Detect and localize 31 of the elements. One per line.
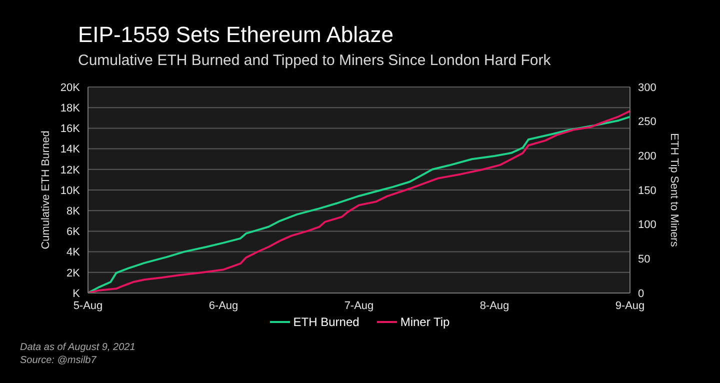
- y-tick-label: 2K: [66, 267, 81, 280]
- y-tick-label: K: [72, 288, 81, 300]
- x-tick-label: 8-Aug: [480, 300, 510, 312]
- y-tick-label: 12K: [60, 164, 81, 176]
- y-tick-label: 8K: [66, 206, 81, 218]
- y2-tick-label: 200: [638, 150, 656, 163]
- x-tick-label: 7-Aug: [344, 300, 374, 312]
- y-tick-label: 16K: [60, 123, 81, 136]
- y2-tick-label: 100: [638, 219, 656, 232]
- y2-tick-label: 300: [638, 82, 656, 94]
- y2-axis-title: ETH Tip Sent to Miners: [668, 133, 680, 248]
- legend-label: ETH Burned: [292, 315, 360, 329]
- y-tick-label: 20K: [60, 82, 81, 94]
- y-tick-label: 18K: [60, 102, 81, 115]
- y2-tick-label: 250: [638, 116, 656, 128]
- y-tick-label: 6K: [66, 226, 81, 238]
- legend-label: Miner Tip: [399, 315, 450, 329]
- text: Data as of August 9, 2021: [20, 341, 136, 354]
- x-tick-label: 9-Aug: [615, 300, 645, 312]
- y2-tick-label: 0: [638, 288, 644, 300]
- x-tick-label: 6-Aug: [208, 300, 238, 312]
- y-tick-label: 4K: [66, 246, 81, 259]
- y2-tick-label: 50: [638, 254, 650, 266]
- y-axis-title: Cumulative ETH Burned: [40, 130, 52, 250]
- x-tick-label: 5-Aug: [73, 300, 103, 312]
- y-tick-label: 10K: [60, 184, 81, 197]
- chart-subtitle: Cumulative ETH Burned and Tipped to Miners Since London Hard Fork: [78, 52, 551, 69]
- y-tick-label: 14K: [60, 144, 81, 156]
- source-note: Source: @msilb7: [20, 354, 98, 367]
- y2-tick-label: 150: [638, 184, 656, 197]
- chart-title: EIP-1559 Sets Ethereum Ablaze: [78, 22, 394, 48]
